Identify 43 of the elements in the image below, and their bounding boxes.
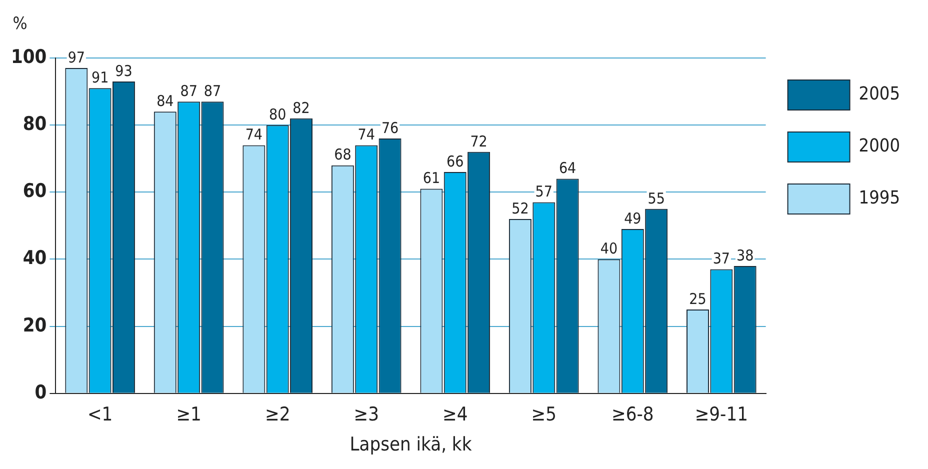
data-label: 38 [736,246,754,264]
data-label: 87 [180,82,198,100]
x-tick-label: ≥1 [176,404,202,426]
legend-label: 1995 [858,188,900,209]
data-label: 82 [292,98,310,117]
x-tick-label: ≥2 [264,404,290,426]
data-label: 55 [648,189,665,208]
legend-label: 2005 [858,84,900,105]
legend-label: 2000 [858,136,900,157]
x-axis-title: Lapsen ikä, kk [350,434,472,456]
y-axis-title: % [12,14,28,34]
x-tick-label: ≥6-8 [612,404,654,426]
data-label: 25 [689,290,706,308]
data-label: 68 [334,146,352,164]
y-tick-label: 0 [34,381,47,404]
data-label: 80 [269,105,286,124]
data-label: 57 [535,182,552,201]
data-label: 74 [358,126,375,144]
x-tick-label: <1 [87,404,113,426]
x-tick-label: ≥4 [442,404,468,426]
data-label: 52 [512,199,529,218]
x-tick-label: ≥5 [531,404,556,426]
y-tick-label: 40 [22,247,47,270]
data-label: 37 [712,250,730,268]
data-label: 72 [470,132,488,150]
data-label: 91 [91,68,109,87]
data-label: 76 [381,118,399,137]
data-label: 87 [204,82,222,100]
y-tick-label: 60 [22,180,47,202]
data-label: 49 [624,209,642,228]
data-label: 84 [156,92,174,110]
y-tick-label: 80 [22,113,47,136]
data-label: 74 [245,126,263,144]
data-label: 64 [558,159,576,178]
x-tick-label: ≥3 [354,404,379,426]
y-tick-label: 20 [22,314,47,336]
x-tick-label: ≥9-11 [694,404,748,426]
data-label: 97 [68,48,85,66]
data-label: 66 [446,152,464,170]
data-label: 40 [600,240,618,258]
data-label: 61 [422,169,440,188]
data-label: 93 [115,62,132,80]
y-tick-label: 100 [10,46,47,68]
